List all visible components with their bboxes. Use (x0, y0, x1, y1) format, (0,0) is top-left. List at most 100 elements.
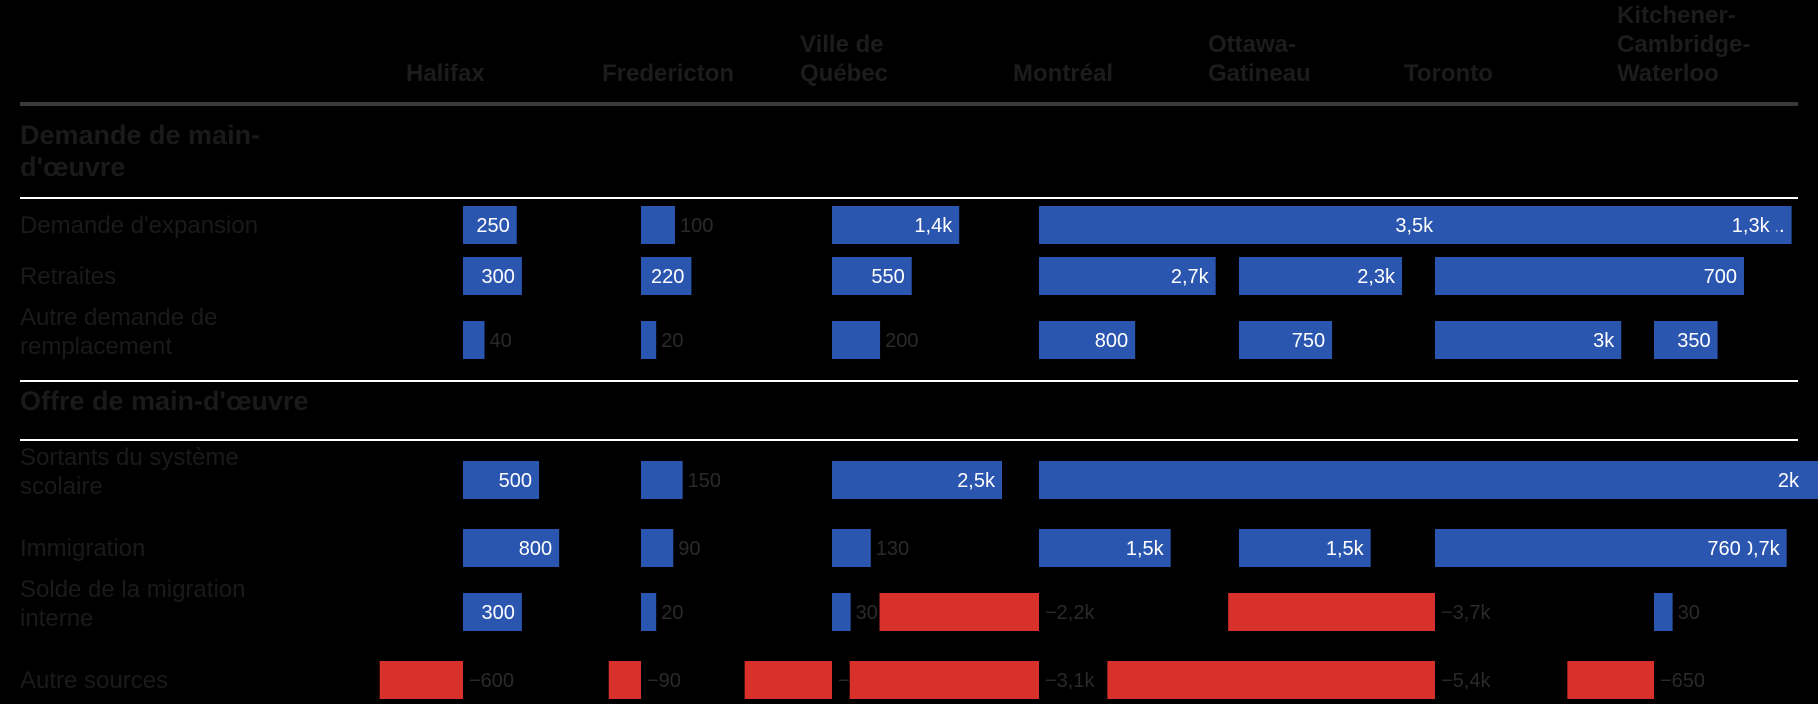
value-label-toronto: −3,7k (1441, 602, 1491, 624)
bar-quebec (832, 257, 912, 295)
section-title-2: Offre de main-d'œuvre (20, 386, 308, 416)
value-label-fredericton: 20 (661, 330, 683, 352)
bar-montreal (879, 593, 1039, 631)
row-label: Solde de la migration interne (20, 576, 245, 632)
value-label-kitchener: −650 (1660, 670, 1705, 692)
bar-halifax (463, 206, 517, 244)
column-header-kitchener-line: Kitchener- (1617, 2, 1736, 29)
bar-halifax (379, 661, 463, 699)
bar-quebec (832, 529, 871, 567)
bar-kitchener (1567, 661, 1654, 699)
bar-ottawa (1239, 257, 1403, 295)
bar-montreal (1039, 257, 1216, 295)
bar-quebec (832, 593, 851, 631)
value-label-halifax: 300 (482, 602, 515, 624)
value-label-quebec: 30 (856, 602, 878, 624)
column-header-fredericton: Fredericton (602, 60, 734, 87)
section-title-1-line: Demande de main- (20, 120, 260, 150)
bar-montreal (1039, 529, 1171, 567)
value-label-kitchener: 350 (1677, 330, 1710, 352)
value-label-quebec: 1,4k (914, 215, 953, 237)
value-label-kitchener: 2k (1778, 470, 1800, 492)
bar-toronto (1228, 593, 1435, 631)
bar-fredericton (641, 461, 683, 499)
bar-halifax (463, 593, 522, 631)
section-title-1: Demande de main-d'œuvre (20, 120, 260, 182)
bar-fredericton (641, 321, 657, 359)
value-label-halifax: 300 (482, 266, 515, 288)
section-title-1-line: d'œuvre (20, 152, 125, 182)
value-label-kitchener: 1,3k (1732, 215, 1771, 237)
column-header-halifax-line: Halifax (406, 60, 485, 87)
column-header-ottawa-line: Ottawa- (1208, 31, 1296, 58)
row-label-line: remplacement (20, 333, 172, 360)
value-label-fredericton: 100 (680, 215, 713, 237)
bar-kitchener (1654, 593, 1673, 631)
value-label-halifax: 500 (499, 470, 532, 492)
column-header-quebec-line: Québec (800, 60, 888, 87)
bar-fredericton (641, 257, 692, 295)
row-label: Demande d'expansion (20, 212, 258, 239)
bar-fredericton (641, 529, 674, 567)
value-label-halifax: 40 (490, 330, 512, 352)
column-header-montreal: Montréal (1013, 60, 1113, 87)
value-label-fredericton: 220 (651, 266, 684, 288)
column-header-quebec-line: Ville de (800, 31, 884, 58)
value-label-ottawa: 3,5k (1395, 215, 1434, 237)
row-label: Immigration (20, 535, 145, 562)
row-label: Autre sources (20, 667, 168, 694)
value-label-kitchener: 700 (1704, 266, 1737, 288)
bar-montreal (1039, 321, 1136, 359)
bar-halifax (463, 529, 560, 567)
row-label-line: Sortants du système (20, 444, 239, 471)
bar-quebec (832, 206, 960, 244)
column-header-halifax: Halifax (406, 60, 485, 87)
bar-toronto (1185, 661, 1435, 699)
value-label-montreal: 2,7k (1171, 266, 1210, 288)
bar-quebec (832, 461, 1002, 499)
bar-ottawa (1239, 529, 1371, 567)
value-label-montreal: −2,2k (1045, 602, 1095, 624)
value-label-toronto: 3k (1593, 330, 1615, 352)
column-header-fredericton-line: Fredericton (602, 60, 734, 87)
bar-fredericton (608, 661, 641, 699)
row-label-line: Demande d'expansion (20, 212, 258, 239)
row-label-line: interne (20, 605, 93, 632)
value-label-ottawa: 2,3k (1357, 266, 1396, 288)
bar-halifax (463, 257, 522, 295)
bar-kitchener (1654, 321, 1718, 359)
value-label-kitchener: 760 (1707, 538, 1740, 560)
value-label-montreal: 800 (1095, 330, 1128, 352)
value-label-quebec: 550 (871, 266, 904, 288)
row-label-line: Retraites (20, 263, 116, 290)
value-label-fredericton: 90 (678, 538, 700, 560)
bar-halifax (463, 321, 485, 359)
bar-kitchener (1654, 529, 1748, 567)
column-header-kitchener-line: Waterloo (1617, 60, 1719, 87)
value-label-ottawa: 750 (1292, 330, 1325, 352)
value-label-halifax: 250 (476, 215, 509, 237)
row-label: Sortants du système scolaire (20, 444, 239, 500)
section-title-2-line: Offre de main-d'œuvre (20, 386, 308, 416)
bar-montreal (849, 661, 1039, 699)
value-label-fredericton: 150 (688, 470, 721, 492)
value-label-kitchener: 30 (1678, 602, 1700, 624)
bar-ottawa (1239, 321, 1333, 359)
value-label-quebec: 2,5k (957, 470, 996, 492)
bar-kitchener (1654, 257, 1744, 295)
value-label-toronto: −5,4k (1441, 670, 1491, 692)
column-header-ottawa: Ottawa-Gatineau (1208, 31, 1311, 87)
value-label-halifax: −600 (469, 670, 514, 692)
row-label: Autre demande de remplacement (20, 304, 217, 360)
value-label-fredericton: 20 (661, 602, 683, 624)
bar-fredericton (641, 593, 657, 631)
row-label: Retraites (20, 263, 116, 290)
column-header-kitchener: Kitchener-Cambridge-Waterloo (1617, 2, 1750, 87)
bar-fredericton (641, 206, 675, 244)
value-label-quebec: 130 (876, 538, 909, 560)
row-label-line: Immigration (20, 535, 145, 562)
row-label-line: Autre demande de (20, 304, 217, 331)
bar-toronto (1435, 321, 1622, 359)
bar-halifax (463, 461, 540, 499)
